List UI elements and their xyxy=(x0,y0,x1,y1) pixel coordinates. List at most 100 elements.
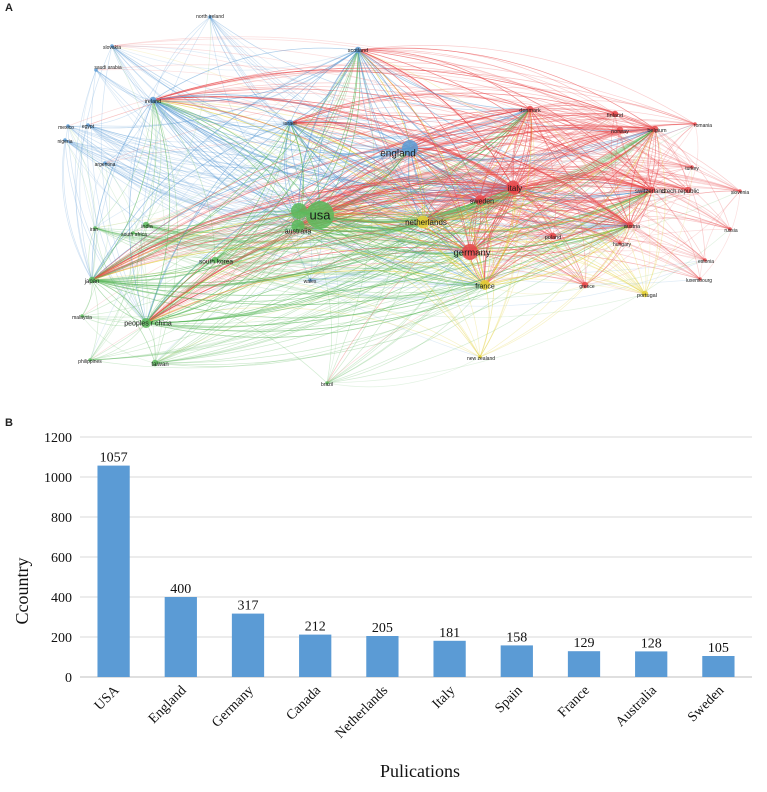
network-edge xyxy=(152,99,424,223)
network-edge xyxy=(512,175,653,191)
x-tick-labels: USA England Germany Canada Netherlands Italy S… xyxy=(92,683,727,742)
network-edge xyxy=(152,96,516,191)
network-node-india xyxy=(142,221,150,229)
network-edge xyxy=(91,127,621,281)
network-node-iran xyxy=(93,226,97,230)
network-edge xyxy=(91,122,291,281)
network-edge xyxy=(289,122,514,189)
network-edge xyxy=(89,199,481,361)
network-node-egypt xyxy=(86,123,90,127)
network-edge xyxy=(145,224,471,270)
network-edge xyxy=(619,129,653,191)
network-edge xyxy=(469,128,656,253)
network-edge xyxy=(152,99,291,127)
network-edge xyxy=(479,199,495,358)
network-edge xyxy=(289,122,516,191)
network-node-label: estonia xyxy=(698,259,714,265)
network-edge xyxy=(94,99,154,229)
network-edge xyxy=(145,186,514,324)
network-edge xyxy=(145,128,656,324)
network-edge xyxy=(214,108,531,261)
network-edge xyxy=(511,108,531,188)
network-edge xyxy=(422,108,531,223)
network-edge xyxy=(91,147,411,281)
network-edge xyxy=(152,47,359,101)
network-edge xyxy=(651,189,701,280)
network-edge xyxy=(479,128,656,358)
network-edge xyxy=(409,147,514,188)
network-edge xyxy=(289,122,653,199)
network-edge xyxy=(111,45,321,216)
network-edge xyxy=(409,147,481,201)
network-edge xyxy=(95,69,516,192)
network-edge xyxy=(132,232,311,282)
network-edge xyxy=(297,199,481,233)
network-edge xyxy=(479,195,631,226)
y-tick-label: 600 xyxy=(51,551,72,566)
network-edge xyxy=(319,213,471,253)
network-edge xyxy=(319,214,486,286)
network-edge xyxy=(152,99,701,280)
network-edge xyxy=(479,128,656,201)
network-edge xyxy=(357,49,653,191)
network-edge xyxy=(214,199,481,264)
panel-label-b: B xyxy=(5,417,13,429)
network-edge xyxy=(87,124,656,179)
network-edge xyxy=(214,225,299,261)
network-edge xyxy=(289,108,531,139)
network-edge xyxy=(469,188,689,253)
network-edge xyxy=(409,147,486,286)
network-edge xyxy=(152,96,631,226)
network-edge xyxy=(319,189,653,234)
network-edge xyxy=(91,99,154,281)
network-edge xyxy=(91,224,299,281)
network-edge xyxy=(145,49,359,324)
network-node-label: scotland xyxy=(348,48,369,54)
network-edge xyxy=(529,108,631,226)
data-label: 212 xyxy=(305,620,326,635)
network-edge xyxy=(132,158,689,234)
network-edge xyxy=(479,199,586,286)
network-edge xyxy=(209,16,291,124)
network-edge xyxy=(91,230,471,281)
network-edge xyxy=(132,128,656,243)
network-edge xyxy=(145,199,481,245)
network-edge xyxy=(514,128,656,191)
network-edge xyxy=(91,221,424,289)
network-edge xyxy=(111,45,359,71)
network-edge xyxy=(484,128,656,286)
network-edge xyxy=(145,189,653,327)
network-edge xyxy=(529,108,689,191)
network-node-canada xyxy=(291,203,307,219)
x-axis-title: Pulications xyxy=(380,761,460,781)
network-edge xyxy=(422,221,646,295)
network-edge xyxy=(289,49,359,124)
network-edge xyxy=(209,16,481,201)
network-node-label: ireland xyxy=(145,99,162,105)
network-edge xyxy=(145,221,424,324)
network-edge xyxy=(297,128,621,227)
network-edge xyxy=(91,189,516,287)
network-edge xyxy=(479,189,518,358)
network-edge xyxy=(91,236,646,295)
network-edge xyxy=(529,108,741,192)
network-edge xyxy=(145,259,216,324)
network-edge xyxy=(285,122,300,212)
network-edge xyxy=(152,71,621,131)
network-node-label: finland xyxy=(607,113,623,119)
network-edge xyxy=(479,199,495,358)
network-edge xyxy=(145,49,359,226)
network-edge xyxy=(297,126,656,227)
network-edge xyxy=(145,128,656,324)
network-edge xyxy=(152,99,299,227)
network-edge xyxy=(326,284,486,384)
network-edge xyxy=(512,186,586,286)
network-edge xyxy=(111,45,300,212)
network-edge xyxy=(422,189,516,223)
network-edge xyxy=(317,49,359,216)
network-node-australia xyxy=(291,219,305,233)
network-edge xyxy=(319,191,631,226)
network-edge xyxy=(132,49,359,234)
network-edge xyxy=(319,171,653,216)
network-edge xyxy=(152,99,471,253)
